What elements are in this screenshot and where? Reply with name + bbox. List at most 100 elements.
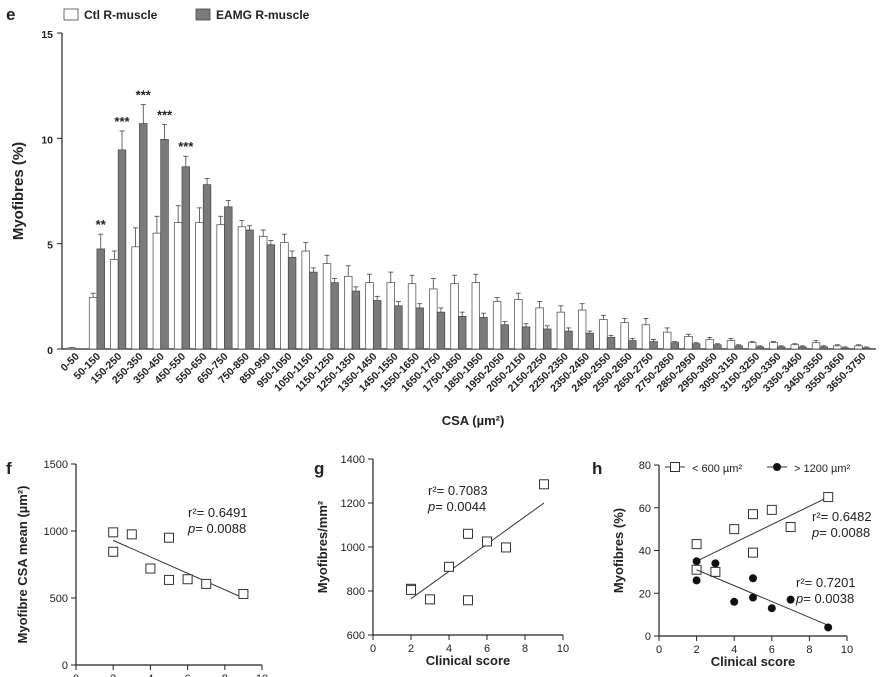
bar-eamg — [160, 139, 169, 350]
data-point-square — [748, 547, 758, 558]
bar-eamg — [202, 184, 212, 350]
bar-eamg — [798, 346, 807, 350]
bar-ctl — [67, 347, 77, 350]
bar-ctl — [748, 342, 757, 350]
bar-eamg — [628, 340, 637, 350]
bar-ctl — [811, 342, 821, 350]
bar-eamg — [776, 346, 786, 350]
bar-ctl — [237, 226, 247, 350]
p-symbol: p — [811, 525, 819, 540]
x-tick-label: 0 — [656, 644, 662, 656]
bar-ctl — [726, 340, 736, 350]
bar-eamg — [862, 347, 871, 350]
data-point-square — [145, 563, 156, 574]
regression-line — [112, 539, 244, 599]
p-value: = 0.0088 — [819, 525, 870, 540]
regression-line — [696, 496, 829, 562]
panel-letter-e: e — [6, 5, 15, 24]
x-tick-label: 6 — [769, 644, 775, 656]
y-tick-label: 80 — [639, 460, 651, 472]
bar-eamg — [479, 317, 488, 350]
x-tick-label: 4 — [446, 643, 452, 655]
panel-letter-f: f — [6, 459, 12, 478]
bar-eamg — [96, 248, 105, 350]
data-point-square — [482, 536, 492, 547]
bar-eamg — [670, 342, 680, 350]
data-point-square — [406, 584, 416, 595]
data-point-square — [748, 509, 758, 520]
data-point-square — [785, 521, 796, 532]
bar-ctl — [684, 336, 693, 350]
regression-line — [696, 569, 829, 626]
stats-r2: r²= 0.7083 — [428, 483, 488, 498]
data-point-square — [463, 595, 473, 606]
y-axis-title: Myofibres (%) — [611, 508, 626, 593]
data-point-circle — [786, 595, 795, 604]
x-tick-label: 10 — [841, 644, 853, 656]
bar-eamg — [585, 332, 594, 350]
bar-ctl — [471, 282, 481, 350]
data-point-circle — [692, 557, 701, 566]
bar-ctl — [152, 232, 162, 350]
legend-label: > 1200 µm² — [794, 463, 851, 475]
data-point-square — [729, 524, 740, 535]
y-tick-label: 500 — [50, 593, 68, 605]
bar-eamg — [351, 290, 361, 350]
data-point-square — [501, 542, 511, 553]
bar-ctl — [641, 324, 651, 350]
stats-large-p: p= 0.0038 — [795, 591, 854, 606]
legend-label: EAMG R-muscle — [216, 8, 310, 22]
x-tick-label: 2 — [408, 643, 414, 655]
significance-marker: *** — [114, 114, 130, 129]
p-symbol: p — [427, 499, 435, 514]
y-axis-title: Myofibres (%) — [10, 142, 27, 240]
data-point-square — [670, 462, 680, 472]
y-tick-label: 15 — [41, 29, 53, 41]
data-point-square — [691, 539, 702, 550]
stats-r2: r²= 0.6491 — [188, 505, 248, 520]
bar-eamg — [691, 343, 701, 350]
stats-p: p= 0.0044 — [427, 499, 486, 514]
bar-eamg — [287, 257, 297, 350]
data-point-square — [539, 479, 549, 490]
bar-ctl — [407, 283, 417, 350]
bar-ctl — [854, 345, 863, 350]
y-axis-title: Myofibres/mm² — [315, 500, 330, 593]
stats-small-r2: r²= 0.6482 — [812, 509, 872, 524]
panel-letter-h: h — [592, 459, 602, 478]
bar-ctl — [663, 331, 672, 350]
bar-ctl — [280, 242, 289, 350]
bar-eamg — [266, 244, 276, 350]
bar-eamg — [713, 344, 722, 350]
y-tick-label: 1000 — [44, 526, 68, 538]
panel-letter-g: g — [314, 459, 324, 478]
bar-eamg — [394, 305, 403, 350]
p-value: = 0.0088 — [195, 521, 246, 536]
legend-swatch — [195, 8, 211, 21]
bar-eamg — [564, 330, 573, 350]
bar-ctl — [344, 275, 353, 350]
significance-marker: *** — [136, 88, 152, 103]
data-point-square — [108, 527, 119, 538]
significance-marker: *** — [178, 139, 194, 154]
bar-ctl — [301, 250, 310, 350]
data-point-square — [201, 578, 212, 589]
x-tick-label: 10 — [256, 673, 268, 677]
legend-label: Ctl R-muscle — [84, 8, 158, 22]
bar-eamg — [734, 345, 743, 350]
bar-ctl — [620, 322, 629, 350]
data-point-circle — [692, 576, 701, 585]
y-tick-label: 0 — [62, 660, 68, 672]
data-point-square — [444, 561, 454, 572]
bar-ctl — [599, 319, 608, 350]
bar-ctl — [259, 235, 268, 350]
y-tick-label: 1200 — [341, 498, 365, 510]
bar-ctl — [429, 288, 438, 350]
bar-ctl — [322, 263, 332, 350]
bar-eamg — [436, 311, 446, 350]
bar-eamg — [606, 337, 616, 350]
y-tick-label: 10 — [41, 134, 53, 146]
y-tick-label: 20 — [639, 588, 651, 600]
x-tick-label: 8 — [806, 644, 812, 656]
